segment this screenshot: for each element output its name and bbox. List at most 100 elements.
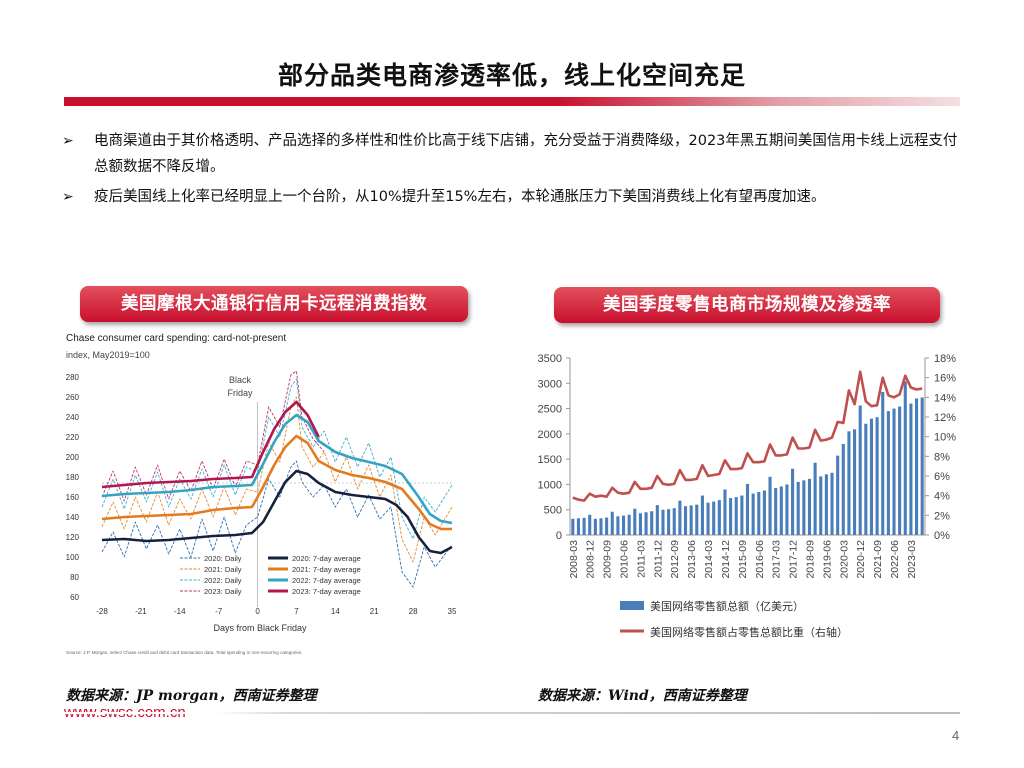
series-2021-7-day-average (101, 434, 452, 531)
w-x-tick: 2016-06 (754, 540, 766, 579)
bar-2009-06 (599, 518, 603, 535)
bullet-item: ➢ 电商渠道由于其价格透明、产品选择的多样性和性价比高于线下店铺，充分受益于消费… (62, 128, 962, 180)
bar-2021-12 (881, 391, 885, 535)
bar-2015-06 (734, 497, 738, 535)
bar-2018-03 (796, 481, 800, 535)
jp-x-tick: 35 (448, 607, 457, 616)
right-panel-title: 美国季度零售电商市场规模及渗透率 (554, 287, 940, 323)
jp-y-tick-left: 200 (66, 453, 80, 462)
bar-2012-09 (672, 508, 676, 535)
bar-2022-03 (886, 411, 890, 535)
bar-2015-12 (745, 483, 750, 535)
w-y-tick: 3000 (538, 378, 562, 390)
series-2020-7-day-average (101, 469, 453, 555)
bar-2013-12 (700, 495, 704, 535)
w-y-tick: 3500 (538, 353, 562, 365)
jp-y-tick-left: 280 (66, 373, 80, 382)
jp-legend-label: 2020: 7-day average (292, 554, 361, 563)
bar-2012-03 (661, 509, 665, 535)
page-title: 部分品类电商渗透率低，线上化空间充足 (277, 61, 746, 90)
bar-2019-06 (824, 474, 828, 535)
jp-y-tick-left: 220 (66, 433, 80, 442)
bar-2010-12 (633, 508, 637, 535)
bar-2018-06 (802, 480, 806, 535)
bar-2020-09 (853, 429, 857, 535)
w-x-tick: 2018-09 (805, 540, 817, 579)
jp-legend-label: 2022: 7-day average (292, 576, 361, 585)
jp-y-tick-left: 60 (70, 593, 79, 602)
w-y-tick: 0 (556, 530, 562, 542)
bar-2016-06 (757, 492, 761, 535)
bar-2019-12 (836, 455, 840, 535)
bar-2017-03 (774, 487, 778, 535)
w-y2-tick: 6% (934, 471, 950, 483)
bar-2017-06 (779, 486, 783, 535)
jp-y-tick-left: 180 (66, 473, 80, 482)
arrow-bullet-icon: ➢ (62, 189, 74, 205)
bar-2008-06 (576, 518, 580, 535)
bar-2014-03 (706, 502, 710, 535)
jp-y-tick-left: 140 (66, 513, 80, 522)
jp-chart-title: Chase consumer card spending: card-not-p… (66, 333, 286, 344)
bar-2018-09 (807, 478, 812, 535)
bar-2021-06 (869, 418, 874, 535)
bar-2015-09 (740, 495, 744, 535)
w-x-tick: 2020-12 (855, 540, 867, 579)
jp-x-tick: -21 (135, 607, 147, 616)
jp-x-tick: 0 (255, 607, 260, 616)
bar-2012-12 (678, 500, 682, 535)
w-y2-tick: 10% (934, 432, 956, 444)
w-x-tick: 2015-09 (737, 540, 749, 579)
right-source-note: 数据来源：Wind，西南证券整理 (538, 688, 747, 704)
title-underline-bar (64, 97, 960, 106)
w-x-tick: 2014-12 (720, 540, 732, 579)
w-x-tick: 2020-03 (838, 540, 850, 579)
w-y2-tick: 18% (934, 353, 956, 365)
bar-2013-06 (689, 505, 693, 535)
bar-2022-09 (898, 406, 902, 535)
bar-2023-06 (915, 398, 919, 535)
bar-2014-09 (717, 500, 721, 535)
bar-2019-09 (830, 472, 834, 535)
left-panel-title: 美国摩根大通银行信用卡远程消费指数 (80, 286, 468, 322)
bullet-list: ➢ 电商渠道由于其价格透明、产品选择的多样性和性价比高于线下店铺，充分受益于消费… (62, 128, 962, 214)
w-x-tick: 2019-06 (821, 540, 833, 579)
bar-2008-12 (588, 514, 592, 535)
jp-chart-annotation-1: Black (229, 375, 252, 385)
bar-2010-06 (621, 515, 626, 535)
series-2023-7-day-average (101, 400, 320, 489)
w-y-tick: 1500 (538, 454, 562, 466)
bar-2021-03 (864, 423, 868, 535)
bar-2016-09 (762, 490, 766, 535)
jp-x-tick: 14 (331, 607, 340, 616)
bar-2017-09 (785, 484, 789, 535)
jp-chart-annotation-2: Friday (227, 388, 253, 398)
bar-2012-06 (667, 509, 671, 535)
jp-y-tick-left: 100 (66, 553, 80, 562)
bar-2008-09 (582, 517, 586, 535)
bar-2016-12 (768, 476, 772, 535)
jp-x-tick: -7 (215, 607, 223, 616)
bullet-item: ➢ 疫后美国线上化率已经明显上一个台阶，从10%提升至15%左右，本轮通胀压力下… (62, 184, 962, 210)
jp-x-axis-label: Days from Black Friday (213, 623, 307, 633)
jp-x-tick: -28 (96, 607, 108, 616)
w-y-tick: 2500 (538, 404, 562, 416)
jp-y-tick-left: 160 (66, 493, 80, 502)
w-x-tick: 2011-03 (635, 540, 647, 578)
bar-2010-03 (616, 516, 620, 535)
series-2023-daily (101, 370, 325, 502)
w-x-tick: 2021-09 (872, 540, 884, 579)
w-x-tick: 2009-09 (602, 540, 614, 579)
bar-2020-06 (847, 431, 851, 535)
w-y2-tick: 14% (934, 392, 956, 404)
legend-bar-swatch (620, 601, 644, 610)
w-x-tick: 2011-12 (652, 540, 664, 578)
bar-2023-03 (909, 403, 913, 535)
w-x-tick: 2008-03 (568, 540, 580, 579)
jp-x-tick: -14 (174, 607, 186, 616)
jp-y-tick-left: 80 (70, 573, 79, 582)
w-y2-tick: 8% (934, 451, 950, 463)
jp-legend-label: 2021: 7-day average (292, 565, 361, 574)
bar-2014-12 (723, 489, 727, 535)
bar-2020-12 (858, 405, 862, 535)
